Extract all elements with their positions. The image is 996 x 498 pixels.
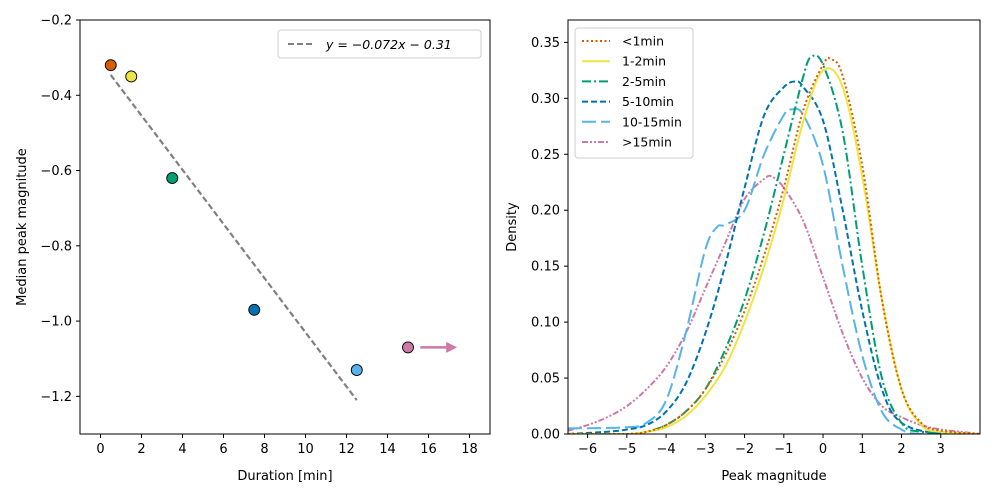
right-x-tick-label: 0 xyxy=(819,442,827,457)
right-x-tick-label: 1 xyxy=(858,442,866,457)
scatter-point xyxy=(350,364,363,376)
legend-label: 10-15min xyxy=(622,114,682,129)
right-x-tick-label: 3 xyxy=(937,442,945,457)
left-x-tick-label: 0 xyxy=(96,442,104,457)
right-x-tick-label: −4 xyxy=(657,442,676,457)
right-x-tick-label: −6 xyxy=(578,442,597,457)
right-y-tick-label: 0.30 xyxy=(531,92,560,107)
right-axes-frame xyxy=(567,19,981,435)
left-plot-area xyxy=(104,59,458,401)
left-x-ticks: 0 2 4 6 8 10 12 14 16 18 xyxy=(96,434,478,457)
left-y-ticks: −0.2 −0.4 −0.6 −0.8 −1.0 −1.2 xyxy=(40,14,80,405)
right-chart: −6 −5 −4 −3 −2 −1 0 1 2 3 0.00 0.05 0.10 0.15 0.20 0.2… xyxy=(505,19,981,484)
right-y-tick-label: 0.35 xyxy=(531,36,560,51)
right-plot-area xyxy=(568,54,980,434)
left-x-axis-title: Duration [min] xyxy=(237,469,332,484)
right-y-ticks: 0.00 0.05 0.10 0.15 0.20 0.25 0.30 0.35 xyxy=(531,36,568,443)
scatter-point xyxy=(166,172,179,185)
legend-label: >15min xyxy=(622,135,672,150)
right-y-tick-label: 0.25 xyxy=(531,148,560,163)
left-x-tick-label: 4 xyxy=(178,442,186,457)
right-x-tick-label: 2 xyxy=(897,442,905,457)
right-legend: <1min 1-2min 2-5min 5-10min 10-15min >15min xyxy=(574,27,694,159)
left-y-tick-label: −0.8 xyxy=(40,239,72,254)
right-x-axis-title: Peak magnitude xyxy=(721,469,826,484)
left-legend-box xyxy=(277,29,482,59)
density-curve xyxy=(568,80,980,434)
left-legend: y = −0.072x − 0.31 xyxy=(277,29,482,59)
left-y-tick-label: −0.4 xyxy=(40,89,72,104)
right-y-tick-label: 0.00 xyxy=(531,428,560,443)
right-y-axis-title: Density xyxy=(505,202,520,252)
scatter-point xyxy=(248,303,261,316)
left-x-tick-label: 8 xyxy=(260,442,268,457)
left-legend-fit-label: y = −0.072x − 0.31 xyxy=(325,37,452,52)
right-x-tick-label: −2 xyxy=(735,442,754,457)
left-x-tick-label: 6 xyxy=(219,442,227,457)
legend-label: 5-10min xyxy=(622,94,674,109)
left-x-tick-label: 14 xyxy=(379,442,396,457)
right-x-tick-label: −3 xyxy=(696,442,715,457)
left-y-tick-label: −1.2 xyxy=(40,390,72,405)
left-x-tick-label: 2 xyxy=(137,442,145,457)
left-y-tick-label: −0.2 xyxy=(40,14,72,29)
left-y-tick-label: −1.0 xyxy=(40,315,72,330)
right-y-tick-label: 0.15 xyxy=(531,260,560,275)
legend-label: <1min xyxy=(622,34,664,49)
density-curve xyxy=(568,174,980,434)
left-chart: 0 2 4 6 8 10 12 14 16 18 −0.2 −0.4 −0.6 −0.8 −1.0 −1.2… xyxy=(15,14,491,484)
right-x-tick-label: −1 xyxy=(774,442,793,457)
scatter-point xyxy=(104,59,117,72)
scatter-point xyxy=(402,341,414,354)
left-x-tick-label: 12 xyxy=(338,442,355,457)
left-x-tick-label: 18 xyxy=(461,442,478,457)
density-curve xyxy=(568,54,980,434)
density-curve xyxy=(568,107,980,434)
right-x-tick-label: −5 xyxy=(617,442,636,457)
left-y-axis-title: Median peak magnitude xyxy=(15,148,30,306)
scatter-point xyxy=(125,70,138,83)
left-x-tick-label: 16 xyxy=(420,442,437,457)
right-y-tick-label: 0.05 xyxy=(531,372,560,387)
fit-line xyxy=(109,74,358,401)
left-y-tick-label: −0.6 xyxy=(40,164,72,179)
left-x-tick-label: 10 xyxy=(297,442,314,457)
right-y-tick-label: 0.20 xyxy=(531,204,560,219)
legend-label: 1-2min xyxy=(622,54,666,69)
right-x-ticks: −6 −5 −4 −3 −2 −1 0 1 2 3 xyxy=(578,434,945,457)
right-y-tick-label: 0.10 xyxy=(531,316,560,331)
left-axes-frame xyxy=(79,19,491,435)
legend-label: 2-5min xyxy=(622,74,666,89)
arrow-head xyxy=(446,341,458,353)
